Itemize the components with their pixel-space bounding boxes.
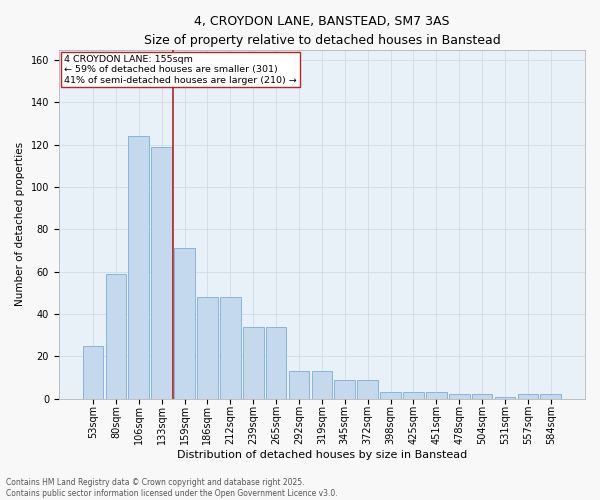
Bar xyxy=(106,274,126,398)
Bar xyxy=(541,394,561,398)
Bar xyxy=(358,380,378,398)
Bar xyxy=(243,327,263,398)
Bar xyxy=(311,371,332,398)
Bar xyxy=(334,380,355,398)
Title: 4, CROYDON LANE, BANSTEAD, SM7 3AS
Size of property relative to detached houses : 4, CROYDON LANE, BANSTEAD, SM7 3AS Size … xyxy=(143,15,500,47)
Bar xyxy=(518,394,538,398)
Bar xyxy=(151,147,172,399)
Bar xyxy=(472,394,493,398)
Text: 4 CROYDON LANE: 155sqm
← 59% of detached houses are smaller (301)
41% of semi-de: 4 CROYDON LANE: 155sqm ← 59% of detached… xyxy=(64,55,297,84)
Text: Contains HM Land Registry data © Crown copyright and database right 2025.
Contai: Contains HM Land Registry data © Crown c… xyxy=(6,478,338,498)
Bar xyxy=(128,136,149,398)
Bar xyxy=(174,248,195,398)
Y-axis label: Number of detached properties: Number of detached properties xyxy=(15,142,25,306)
Bar xyxy=(495,396,515,398)
Bar xyxy=(197,297,218,398)
Bar xyxy=(220,297,241,398)
Bar xyxy=(449,394,470,398)
Bar xyxy=(380,392,401,398)
X-axis label: Distribution of detached houses by size in Banstead: Distribution of detached houses by size … xyxy=(177,450,467,460)
Bar xyxy=(403,392,424,398)
Bar xyxy=(426,392,446,398)
Bar xyxy=(289,371,309,398)
Bar xyxy=(83,346,103,399)
Bar xyxy=(266,327,286,398)
